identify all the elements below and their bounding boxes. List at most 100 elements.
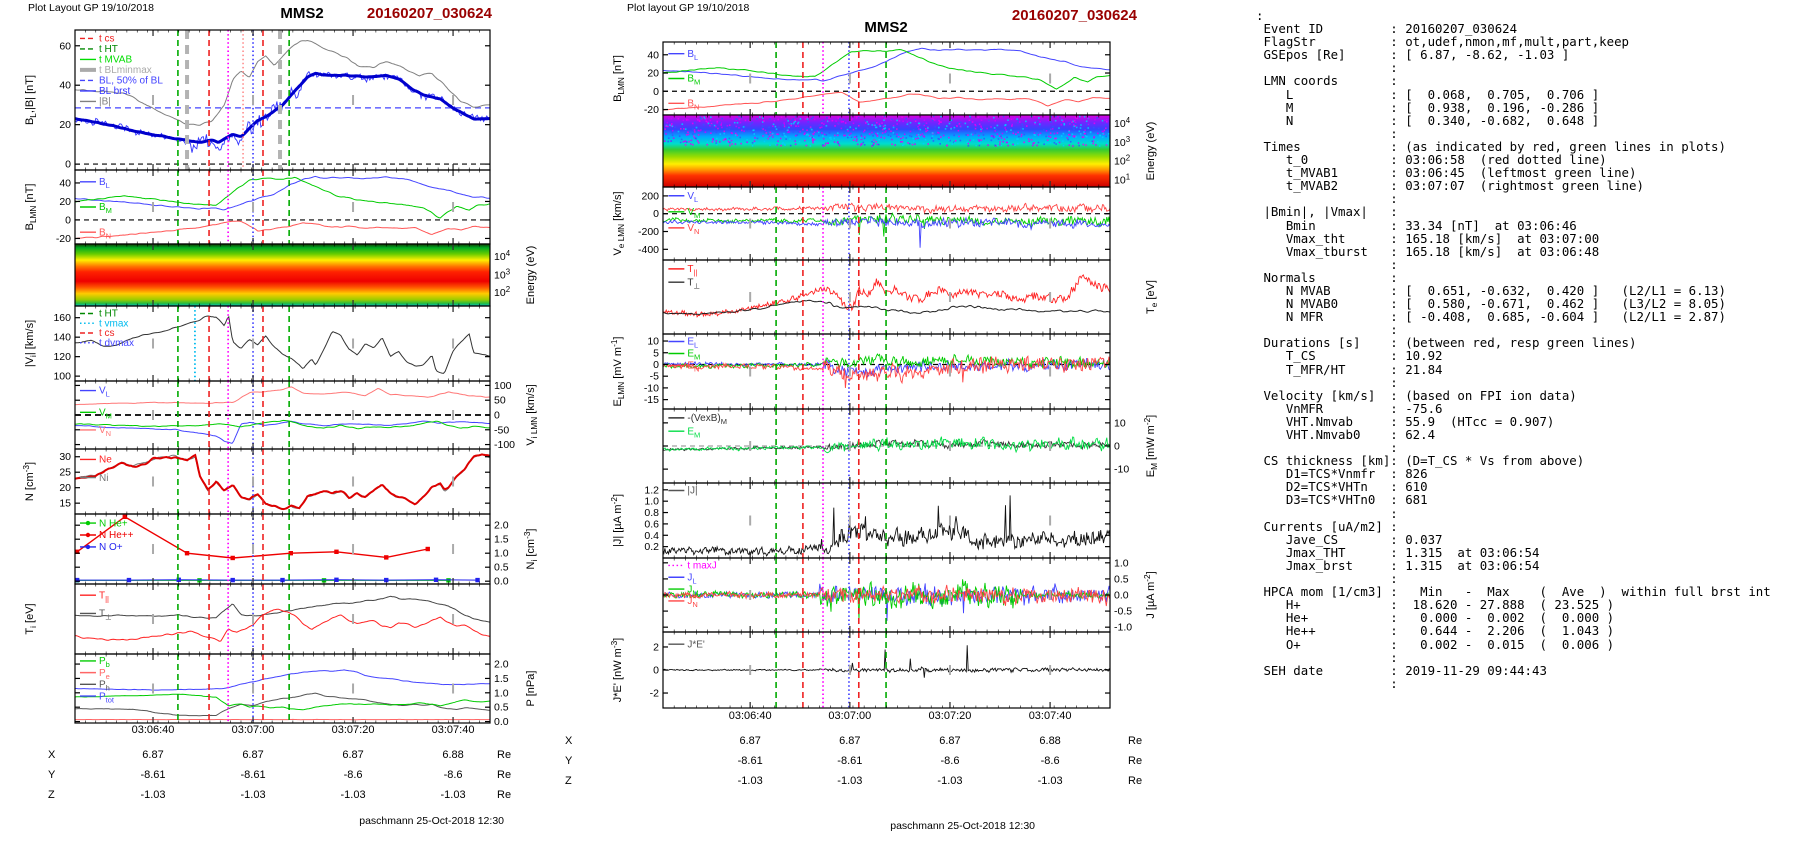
info-line: N MVAB0 : [ 0.580, -0.671, 0.462 ] (L3/L… bbox=[1256, 296, 1726, 312]
legend-label: BM bbox=[687, 74, 700, 87]
pos-value: 6.88 bbox=[442, 749, 463, 761]
y-tick-label: 2.0 bbox=[494, 659, 509, 671]
x-tick-label: 03:06:40 bbox=[132, 724, 175, 736]
plot-layout-title: Plot layout GP 19/10/2018 bbox=[627, 2, 750, 14]
y-tick-label: 40 bbox=[59, 80, 71, 92]
right-axis-title: Vi LMN [km/s] bbox=[525, 384, 539, 445]
legend-label: N He++ bbox=[99, 530, 134, 541]
pos-row-label: X bbox=[48, 749, 56, 761]
panel-ti: Ti [eV] T|| T⊥ bbox=[24, 583, 491, 655]
y-tick-label: 103 bbox=[494, 268, 511, 282]
pos-unit: Re bbox=[1128, 735, 1142, 747]
pos-unit: Re bbox=[497, 749, 511, 761]
plot-layout-title: Plot Layout GP 19/10/2018 bbox=[28, 2, 154, 14]
legend-label: BL, 50% of BL bbox=[99, 76, 163, 87]
x-tick-label: 03:07:00 bbox=[232, 724, 275, 736]
y-tick-label: 20 bbox=[647, 68, 659, 80]
y-tick-label: 40 bbox=[647, 49, 659, 61]
info-line: CS thickness [km]: (D=T_CS * Vs from abo… bbox=[1256, 453, 1585, 469]
panel-n: 30 25 20 15 N [cm-3] Ne Ni bbox=[22, 448, 491, 515]
spacecraft-title: MMS2 bbox=[864, 19, 907, 36]
y-tick-label: 100 bbox=[53, 371, 71, 383]
legend-label: VN bbox=[687, 223, 699, 236]
info-line: M : [ 0.938, 0.196, -0.286 ] bbox=[1256, 99, 1600, 115]
info-line: t_MVAB2 : 03:07:07 (rightmost green line… bbox=[1256, 178, 1644, 194]
panel-v_lmn: 100 50 0 -50 -100 Vi LMN [km/s] VL VM VN bbox=[74, 380, 539, 451]
info-line: HPCA mom [1/cm3] : Min - Max ( Ave ) wit… bbox=[1256, 584, 1771, 600]
legend-label: BN bbox=[99, 227, 111, 240]
legend-label: Ph bbox=[99, 680, 110, 693]
y-axis-title: BLMN [nT] bbox=[24, 184, 38, 231]
y-tick-label: 20 bbox=[59, 119, 71, 131]
y-tick-label: 1.2 bbox=[644, 484, 659, 496]
info-line: Bmin : 33.34 [nT] at 03:06:46 bbox=[1256, 217, 1577, 233]
y-tick-label: 10 bbox=[1114, 417, 1126, 429]
y-tick-label: -200 bbox=[638, 226, 659, 238]
y-tick-label: 0.0 bbox=[494, 576, 509, 588]
y-tick-label: -50 bbox=[494, 424, 509, 436]
legend-label: t maxJ bbox=[687, 561, 716, 572]
pos-unit: Re bbox=[1128, 755, 1142, 767]
info-line: : bbox=[1256, 440, 1398, 456]
y-tick-label: 103 bbox=[1114, 135, 1131, 149]
y-tick-label: -0.5 bbox=[1114, 606, 1132, 618]
pos-row-label: Y bbox=[565, 755, 573, 767]
y-tick-label: 0 bbox=[653, 665, 659, 677]
info-line: Times : (as indicated by red, green line… bbox=[1256, 138, 1726, 154]
y-tick-label: 0.2 bbox=[644, 541, 659, 553]
legend-label: t cs bbox=[99, 328, 115, 339]
legend-label: T|| bbox=[687, 264, 697, 277]
legend-label: t cs bbox=[99, 34, 115, 45]
info-line: : bbox=[1256, 60, 1398, 76]
info-line: : bbox=[1256, 125, 1398, 141]
event-id-title: 20160207_030624 bbox=[367, 5, 493, 22]
panel-vexb: 10 0 -10 EM [mW m-2] -(VexB)MEM bbox=[662, 408, 1159, 484]
legend-label: EM bbox=[687, 426, 700, 439]
y-axis-title: |Vi| [km/s] bbox=[24, 320, 38, 367]
pos-value: -1.03 bbox=[1038, 775, 1063, 787]
pos-value: -8.61 bbox=[240, 769, 265, 781]
legend-label: JL bbox=[687, 572, 696, 585]
info-line: T_MFR/HT : 21.84 bbox=[1256, 361, 1443, 377]
y-tick-label: 102 bbox=[1114, 154, 1130, 168]
y-tick-label: 20 bbox=[59, 196, 71, 208]
legend-label: t HT bbox=[99, 309, 118, 320]
legend-label: |J| bbox=[687, 486, 697, 497]
plot-footer: paschmann 25-Oct-2018 12:30 bbox=[359, 815, 504, 827]
x-tick-label: 03:07:00 bbox=[828, 710, 871, 722]
pos-value: 6.87 bbox=[342, 749, 363, 761]
info-line: : bbox=[1256, 8, 1264, 23]
y-tick-label: 0 bbox=[65, 214, 71, 226]
info-line: : bbox=[1256, 571, 1398, 587]
legend-label: Pe bbox=[99, 668, 110, 681]
y-tick-label: 0.0 bbox=[1114, 590, 1129, 602]
y-axis-title: ELMN [mV m-1] bbox=[610, 336, 626, 406]
y-tick-label: 0 bbox=[653, 208, 659, 220]
pos-unit: Re bbox=[1128, 775, 1142, 787]
panel-e_spec: 104 103 102 101 Energy (eV) bbox=[662, 114, 1157, 188]
right-axis-title: J [µA m-2] bbox=[1143, 571, 1157, 618]
y-tick-label: 0 bbox=[1114, 441, 1120, 453]
right-axis-title: EM [mW m-2] bbox=[1143, 415, 1159, 478]
info-line: : bbox=[1256, 374, 1398, 390]
pos-value: 6.88 bbox=[1039, 735, 1060, 747]
y-tick-label: 0 bbox=[494, 410, 500, 422]
legend-label: JM bbox=[687, 584, 698, 597]
y-tick-label: -1.0 bbox=[1114, 622, 1132, 634]
info-line: : bbox=[1256, 649, 1398, 665]
info-line: He+ : 0.000 - 0.002 ( 0.000 ) bbox=[1256, 610, 1615, 626]
legend-label: VL bbox=[687, 191, 698, 204]
y-tick-label: 25 bbox=[59, 467, 71, 479]
info-line: VHT.Nmvab0 : 62.4 bbox=[1256, 427, 1436, 442]
legend-label: t MVAB bbox=[99, 55, 132, 66]
right-axis-title: P [nPa] bbox=[525, 671, 537, 707]
x-tick-label: 03:07:20 bbox=[332, 724, 375, 736]
right-axis-title: Ni [cm-3] bbox=[523, 529, 539, 570]
y-tick-label: 160 bbox=[53, 312, 71, 324]
spectrogram bbox=[663, 115, 1110, 187]
right-axis-title: Energy (eV) bbox=[1145, 122, 1157, 181]
info-line: FlagStr : ot,udef,nmon,mf,mult,part,keep bbox=[1256, 34, 1629, 50]
